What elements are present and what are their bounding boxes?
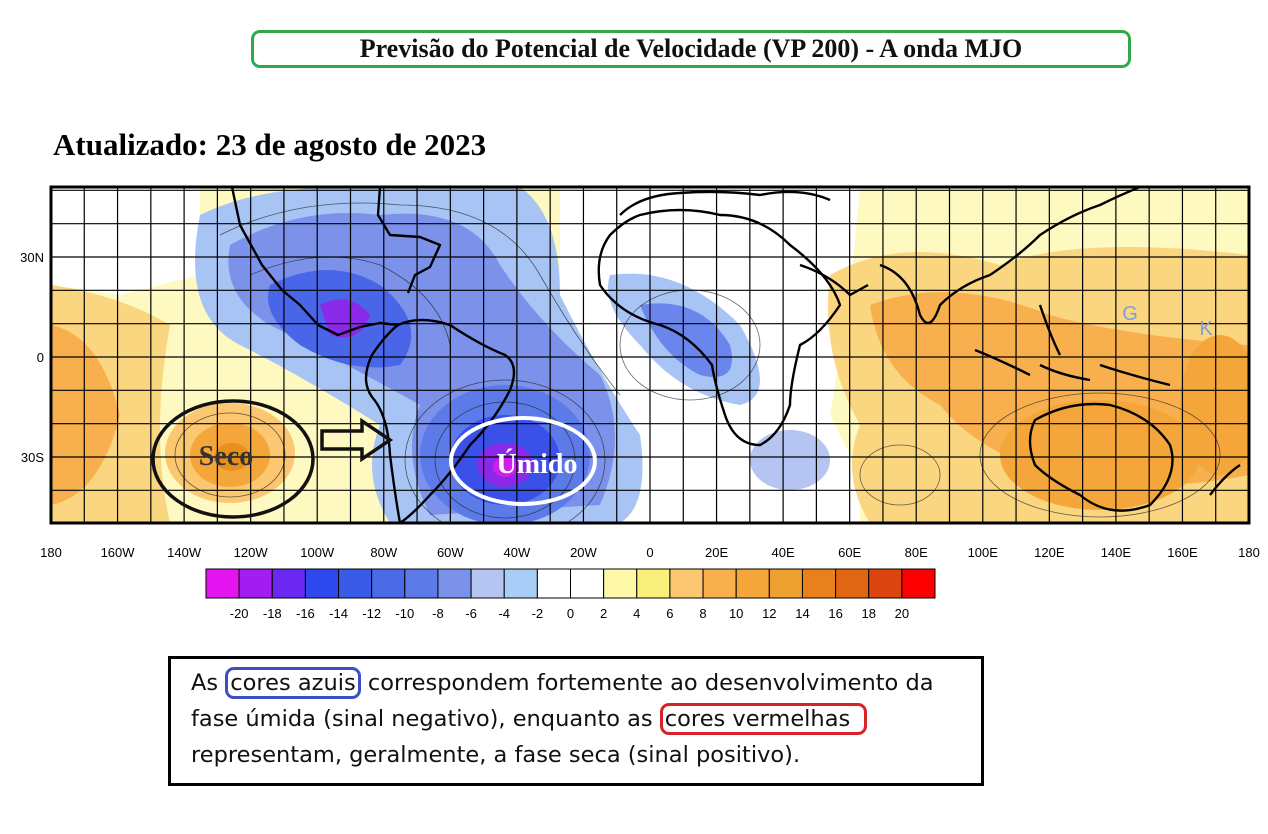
colorbar-tick-label: -2: [532, 606, 544, 621]
red-colors-highlight: cores vermelhas: [659, 703, 868, 735]
colorbar-cell: [702, 568, 737, 599]
colorbar-tick-label: 8: [699, 606, 706, 621]
colorbar-tick-label: 12: [762, 606, 776, 621]
colorbar-tick-label: -16: [296, 606, 315, 621]
colorbar-cell: [835, 568, 870, 599]
wet-label: Úmido: [497, 449, 578, 480]
colorbar-cell: [503, 568, 538, 599]
latitude-label: 0: [37, 350, 44, 365]
latitude-labels: 30N 0 30S: [20, 250, 44, 465]
colorbar-tick-label: -12: [362, 606, 381, 621]
longitude-label: 180: [1238, 545, 1260, 560]
map-field: [51, 187, 1249, 523]
longitude-label: 40W: [504, 545, 531, 560]
colorbar-cell: [271, 568, 306, 599]
velocity-potential-map: Seco Úmido G K 30N 0 30S 180 160W 140W 120W 10…: [20, 185, 1260, 560]
longitude-label: 20E: [705, 545, 728, 560]
blue-colors-highlight: cores azuis: [225, 667, 361, 699]
colorbar-cell: [868, 568, 903, 599]
longitude-labels: 180 160W 140W 120W 100W 80W 60W 40W 20W 0 20E 40E 60…: [40, 545, 1260, 560]
longitude-label: 60W: [437, 545, 464, 560]
page-title: Previsão do Potencial de Velocidade (VP …: [359, 34, 1023, 63]
colorbar-cell: [371, 568, 406, 599]
colorbar-cell: [603, 568, 638, 599]
colorbar-cell: [636, 568, 671, 599]
wet-region-ellipse: [449, 416, 597, 506]
colorbar-tick-label: -18: [263, 606, 282, 621]
letter-g: G: [1122, 303, 1138, 325]
colorbar: -20 -18 -16 -14 -12 -10 -8 -6 -4 -2 0 2 4 6 8 10 12 14 16 1…: [205, 568, 936, 621]
colorbar-tick-label: 6: [666, 606, 673, 621]
colorbar-cell: [901, 568, 936, 599]
updated-date: Atualizado: 23 de agosto de 2023: [53, 127, 487, 162]
colorbar-cells: [205, 568, 936, 599]
colorbar-tick-label: -10: [395, 606, 414, 621]
colorbar-tick-label: 18: [861, 606, 875, 621]
colorbar-cell: [338, 568, 373, 599]
colorbar-tick-label: 0: [567, 606, 574, 621]
colorbar-tick-label: 16: [828, 606, 842, 621]
colorbar-cell: [238, 568, 273, 599]
colorbar-tick-label: -4: [498, 606, 510, 621]
colorbar-cell: [437, 568, 472, 599]
dry-label: Seco: [199, 441, 253, 472]
colorbar-tick-labels: -20 -18 -16 -14 -12 -10 -8 -6 -4 -2 0 2 4 6 8 10 12 14 16 1…: [230, 606, 909, 621]
longitude-label: 120W: [234, 545, 269, 560]
map-panel: Seco Úmido G K 30N 0 30S 180 160W 140W 120W 10…: [0, 175, 1268, 570]
colorbar-cell: [669, 568, 704, 599]
longitude-label: 120E: [1034, 545, 1065, 560]
longitude-label: 40E: [772, 545, 795, 560]
colorbar-tick-label: 2: [600, 606, 607, 621]
colorbar-tick-label: -20: [230, 606, 249, 621]
colorbar-tick-label: 20: [895, 606, 909, 621]
arrow-right-icon: [320, 417, 394, 463]
colorbar-cell: [570, 568, 605, 599]
longitude-label: 80E: [905, 545, 928, 560]
longitude-label: 0: [646, 545, 653, 560]
colorbar-cell: [205, 568, 240, 599]
longitude-label: 160E: [1167, 545, 1198, 560]
colorbar-cell: [470, 568, 505, 599]
latitude-label: 30S: [21, 450, 44, 465]
colorbar-cell: [768, 568, 803, 599]
longitude-label: 140W: [167, 545, 202, 560]
colorbar-tick-label: 10: [729, 606, 743, 621]
longitude-label: 100W: [300, 545, 335, 560]
graticule: [51, 187, 1249, 523]
explanation-note: As cores azuis correspondem fortemente a…: [168, 656, 984, 786]
colorbar-tick-label: -6: [465, 606, 477, 621]
longitude-label: 100E: [968, 545, 999, 560]
latitude-label: 30N: [20, 250, 44, 265]
longitude-label: 20W: [570, 545, 597, 560]
colorbar-cell: [801, 568, 837, 599]
letter-k: K: [1199, 318, 1213, 340]
colorbar-tick-label: -8: [432, 606, 444, 621]
longitude-label: 80W: [370, 545, 397, 560]
dry-region-ellipse: [151, 399, 315, 519]
map-frame: [49, 185, 1251, 525]
colorbar-tick-label: 4: [633, 606, 640, 621]
colorbar-cell: [404, 568, 439, 599]
colorbar-tick-label: -14: [329, 606, 348, 621]
colorbar-cell: [536, 568, 572, 599]
title-box: Previsão do Potencial de Velocidade (VP …: [251, 30, 1131, 68]
note-text-3: representam, geralmente, a fase seca (si…: [191, 742, 801, 768]
longitude-label: 140E: [1101, 545, 1132, 560]
colorbar-cell: [735, 568, 770, 599]
longitude-label: 60E: [838, 545, 861, 560]
longitude-label: 180: [40, 545, 62, 560]
colorbar-cell: [304, 568, 340, 599]
note-text-1: As: [191, 670, 226, 696]
note-text-2: correspondem fortemente ao desenvolvimen…: [191, 670, 934, 732]
longitude-label: 160W: [101, 545, 136, 560]
colorbar-tick-label: 14: [795, 606, 809, 621]
